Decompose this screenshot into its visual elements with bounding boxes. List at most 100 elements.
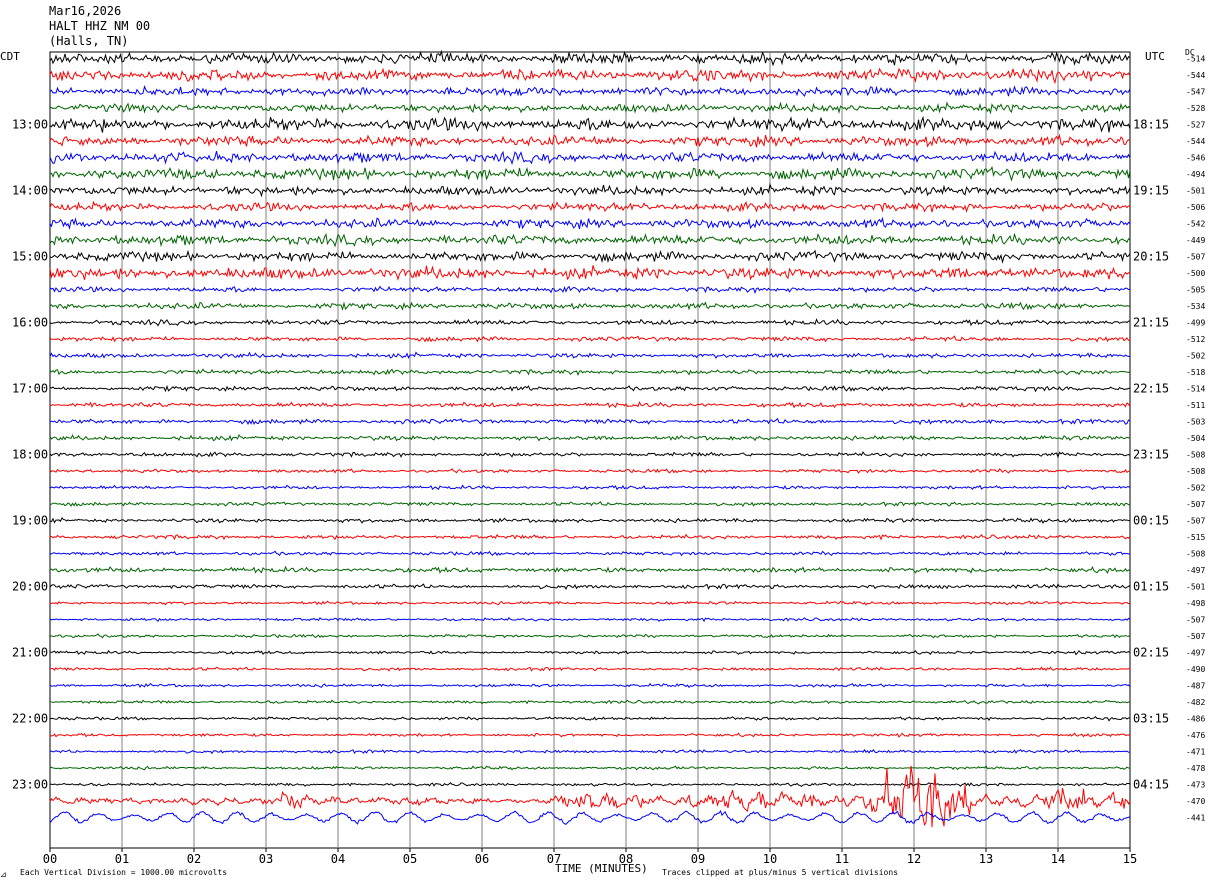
left-time-label: 23:00 bbox=[12, 778, 48, 792]
right-time-label: 23:15 bbox=[1133, 448, 1169, 462]
dc-offset-label: -497 bbox=[1186, 566, 1205, 575]
seismic-trace bbox=[49, 182, 1131, 198]
seismic-trace bbox=[49, 216, 1131, 231]
plot-frame bbox=[49, 51, 1131, 849]
seismic-trace bbox=[49, 666, 1131, 672]
dc-offset-label: -528 bbox=[1186, 104, 1205, 113]
x-tick-label: 06 bbox=[475, 852, 489, 866]
dc-offset-label: -507 bbox=[1186, 616, 1205, 625]
right-timezone-label: UTC bbox=[1145, 50, 1165, 63]
plot-date: Mar16,2026 bbox=[49, 4, 122, 18]
dc-offset-label: -544 bbox=[1186, 71, 1205, 80]
dc-offset-label: -527 bbox=[1186, 121, 1205, 130]
seismic-trace bbox=[49, 150, 1131, 166]
right-time-label: 03:15 bbox=[1133, 712, 1169, 726]
seismic-trace bbox=[49, 765, 1131, 828]
dc-offset-label: -508 bbox=[1186, 451, 1205, 460]
seismic-trace bbox=[49, 133, 1131, 148]
seismic-trace bbox=[49, 165, 1131, 182]
dc-offset-label: -506 bbox=[1186, 203, 1205, 212]
dc-offset-label: -502 bbox=[1186, 352, 1205, 361]
dc-offset-label: -514 bbox=[1186, 385, 1205, 394]
seismic-trace bbox=[49, 384, 1131, 393]
dc-offset-label: -449 bbox=[1186, 236, 1205, 245]
seismic-trace bbox=[49, 600, 1131, 606]
seismic-trace bbox=[49, 433, 1131, 442]
dc-offset-label: -507 bbox=[1186, 517, 1205, 526]
x-tick-label: 15 bbox=[1123, 852, 1137, 866]
seismic-trace bbox=[49, 550, 1131, 557]
x-tick-label: 05 bbox=[403, 852, 417, 866]
dc-offset-label: -546 bbox=[1186, 154, 1205, 163]
left-time-label: 21:00 bbox=[12, 646, 48, 660]
station-location: (Halls, TN) bbox=[49, 34, 129, 48]
x-tick-label: 14 bbox=[1051, 852, 1065, 866]
seismic-trace bbox=[49, 265, 1131, 281]
right-time-label: 18:15 bbox=[1133, 118, 1169, 132]
dc-offset-label: -470 bbox=[1186, 797, 1205, 806]
seismic-trace bbox=[49, 451, 1131, 459]
seismic-trace bbox=[49, 633, 1131, 639]
seismic-trace bbox=[49, 516, 1131, 524]
x-tick-label: 09 bbox=[691, 852, 705, 866]
right-time-label: 22:15 bbox=[1133, 382, 1169, 396]
x-tick-label: 11 bbox=[835, 852, 849, 866]
right-time-label: 00:15 bbox=[1133, 514, 1169, 528]
right-time-label: 04:15 bbox=[1133, 778, 1169, 792]
seismic-trace bbox=[49, 200, 1131, 213]
dc-offset-label: -507 bbox=[1186, 632, 1205, 641]
dc-offset-label: -534 bbox=[1186, 302, 1205, 311]
left-time-label: 22:00 bbox=[12, 712, 48, 726]
right-time-label: 19:15 bbox=[1133, 184, 1169, 198]
seismic-trace bbox=[49, 732, 1131, 738]
dc-offset-label: -501 bbox=[1186, 583, 1205, 592]
seismic-trace bbox=[49, 249, 1131, 264]
dc-offset-label: -508 bbox=[1186, 467, 1205, 476]
seismic-trace bbox=[49, 682, 1131, 689]
x-tick-label: 13 bbox=[979, 852, 993, 866]
left-time-label: 19:00 bbox=[12, 514, 48, 528]
seismic-trace bbox=[49, 748, 1131, 755]
dc-offset-label: -507 bbox=[1186, 500, 1205, 509]
left-time-label: 18:00 bbox=[12, 448, 48, 462]
seismic-trace bbox=[49, 699, 1131, 705]
dc-offset-label: -544 bbox=[1186, 137, 1205, 146]
seismic-trace bbox=[49, 484, 1131, 491]
dc-offset-label: -473 bbox=[1186, 781, 1205, 790]
scale-note: Each Vertical Division = 1000.00 microvo… bbox=[20, 868, 228, 877]
dc-header-label: DC bbox=[1185, 48, 1195, 57]
seismic-trace bbox=[49, 501, 1131, 508]
seismic-trace bbox=[49, 400, 1131, 409]
clip-note: Traces clipped at plus/minus 5 vertical … bbox=[662, 868, 899, 877]
dc-offset-label: -487 bbox=[1186, 682, 1205, 691]
seismic-trace bbox=[49, 468, 1131, 474]
dc-offset-label: -505 bbox=[1186, 286, 1205, 295]
station-code: HALT HHZ NM 00 bbox=[49, 19, 151, 33]
x-tick-label: 02 bbox=[187, 852, 201, 866]
seismic-trace bbox=[49, 533, 1131, 541]
seismic-trace bbox=[49, 583, 1131, 590]
x-tick-label: 10 bbox=[763, 852, 777, 866]
seismic-trace bbox=[49, 115, 1131, 133]
dc-offset-label: -476 bbox=[1186, 731, 1205, 740]
seismic-trace bbox=[49, 616, 1131, 623]
dc-offset-label: -507 bbox=[1186, 253, 1205, 262]
dc-offset-label: -490 bbox=[1186, 665, 1205, 674]
seismic-trace bbox=[49, 715, 1131, 722]
left-time-label: 20:00 bbox=[12, 580, 48, 594]
seismic-trace bbox=[49, 285, 1131, 295]
dc-offset-label: -542 bbox=[1186, 220, 1205, 229]
dc-offset-label: -500 bbox=[1186, 269, 1205, 278]
x-tick-label: 08 bbox=[619, 852, 633, 866]
dc-offset-label: -547 bbox=[1186, 88, 1205, 97]
scale-icon: ⊿ bbox=[0, 870, 7, 879]
seismic-trace bbox=[49, 417, 1131, 426]
seismic-trace bbox=[49, 782, 1131, 788]
dc-offset-label: -486 bbox=[1186, 715, 1205, 724]
left-time-label: 17:00 bbox=[12, 382, 48, 396]
dc-offset-label: -503 bbox=[1186, 418, 1205, 427]
seismic-trace bbox=[49, 565, 1131, 574]
right-time-label: 01:15 bbox=[1133, 580, 1169, 594]
dc-offset-label: -502 bbox=[1186, 484, 1205, 493]
